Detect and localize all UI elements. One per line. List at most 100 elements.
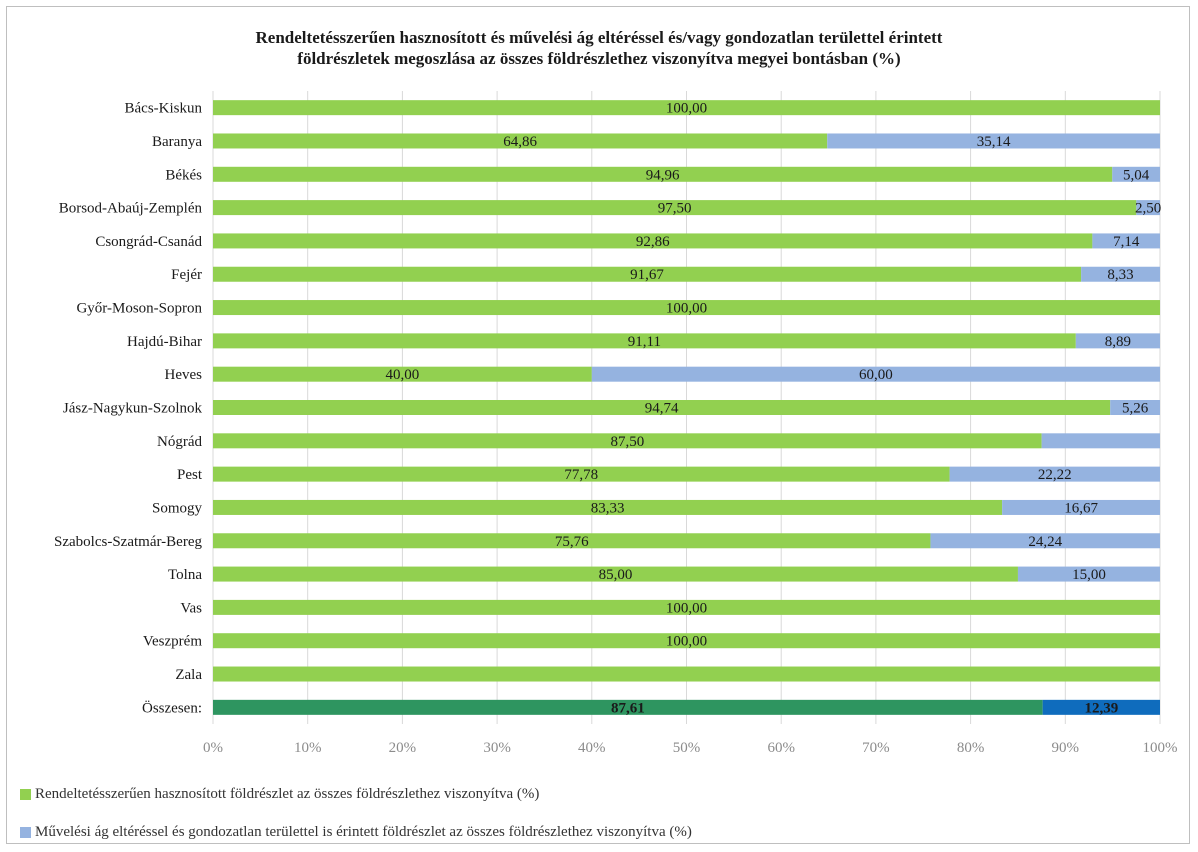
bar-series-1 (213, 466, 950, 482)
legend-label-series-2: Művelési ág eltéréssel és gondozatlan te… (35, 824, 692, 840)
bar-series-2 (1136, 200, 1160, 216)
chart-title-line-1: Rendeltetésszerűen hasznosított és művel… (255, 28, 943, 47)
category-label: Veszprém (143, 634, 202, 650)
bar-series-1 (213, 633, 1160, 649)
data-label-series-1: 92,86 (636, 234, 670, 250)
data-label-series-1: 100,00 (666, 634, 707, 650)
category-label: Hajdú-Bihar (127, 334, 202, 350)
data-label-series-1: 87,50 (610, 434, 644, 450)
data-label-series-1: 77,78 (564, 467, 598, 483)
x-tick-label: 80% (957, 740, 985, 756)
category-label: Csongrád-Csanád (95, 234, 202, 250)
data-label-series-1: 100,00 (666, 600, 707, 616)
bar-series-1 (213, 499, 1003, 515)
bar-series-2 (1041, 433, 1160, 449)
data-label-series-2: 24,24 (1028, 534, 1062, 550)
bar-series-2 (930, 533, 1160, 549)
category-label: Szabolcs-Szatmár-Bereg (54, 534, 202, 550)
category-label: Összesen: (142, 699, 202, 716)
legend-swatch-series-1 (20, 789, 31, 800)
legend-label-series-1: Rendeltetésszerűen hasznosított földrész… (35, 786, 540, 802)
chart-title-line-2: földrészletek megoszlása az összes földr… (297, 49, 901, 68)
bar-series-1 (213, 566, 1018, 582)
category-label: Jász-Nagykun-Szolnok (63, 401, 203, 417)
x-tick-label: 100% (1143, 740, 1178, 756)
category-label: Pest (177, 467, 203, 483)
legend-item-series-2: Művelési ág eltéréssel és gondozatlan te… (20, 824, 692, 841)
bar-series-1 (213, 666, 1160, 682)
bar-series-1 (213, 266, 1082, 282)
bar-series-2 (591, 366, 1160, 382)
data-label-series-1: 75,76 (555, 534, 589, 550)
x-tick-label: 60% (767, 740, 795, 756)
legend-item-series-1: Rendeltetésszerűen hasznosított földrész… (20, 786, 539, 803)
x-tick-label: 50% (673, 740, 701, 756)
bar-series-1 (213, 100, 1160, 116)
data-label-series-1: 97,50 (658, 201, 692, 217)
bar-series-1 (213, 166, 1113, 182)
bar-series-2 (1092, 233, 1160, 249)
category-label: Vas (180, 600, 202, 616)
x-tick-label: 10% (294, 740, 322, 756)
data-label-series-2: 8,33 (1107, 267, 1133, 283)
category-label: Borsod-Abaúj-Zemplén (59, 201, 203, 217)
data-label-series-1: 91,67 (630, 267, 664, 283)
legend-swatch-series-2 (20, 827, 31, 838)
bar-series-2 (1002, 499, 1160, 515)
bar-series-1 (213, 133, 828, 149)
data-label-series-1: 87,61 (611, 700, 645, 716)
x-tick-label: 30% (483, 740, 511, 756)
data-label-series-2: 8,89 (1105, 334, 1131, 350)
category-label: Tolna (168, 567, 202, 583)
bar-series-1 (213, 533, 931, 549)
bar-series-1 (213, 433, 1042, 449)
data-label-series-2: 2,50 (1135, 201, 1161, 217)
category-label: Békés (165, 167, 202, 183)
data-label-series-2: 5,26 (1122, 401, 1149, 417)
category-label: Nógrád (157, 434, 202, 450)
bar-series-2 (1081, 266, 1160, 282)
data-label-series-1: 100,00 (666, 301, 707, 317)
data-label-series-1: 100,00 (666, 101, 707, 117)
bar-series-2 (1112, 166, 1160, 182)
category-label: Fejér (171, 267, 202, 283)
bar-series-1 (213, 599, 1160, 615)
data-label-series-1: 94,96 (646, 167, 680, 183)
bar-series-2 (1110, 400, 1160, 415)
bar-series-2 (1075, 333, 1160, 349)
data-label-series-2: 15,00 (1072, 567, 1106, 583)
bar-series-2 (949, 466, 1160, 482)
bar-series-1 (213, 400, 1111, 415)
data-label-series-2: 16,67 (1064, 500, 1098, 516)
data-label-series-1: 64,86 (503, 134, 537, 150)
category-label: Baranya (152, 134, 202, 150)
bar-series-1 (213, 333, 1076, 349)
chart-title: Rendeltetésszerűen hasznosított és művel… (0, 27, 1198, 69)
bar-series-2 (1017, 566, 1160, 582)
data-label-series-1: 94,74 (645, 401, 679, 417)
category-label: Zala (175, 667, 202, 683)
bar-series-1 (213, 699, 1043, 715)
category-label: Győr-Moson-Sopron (76, 301, 202, 317)
bar-series-1 (213, 300, 1160, 316)
x-tick-label: 20% (389, 740, 417, 756)
data-label-series-1: 85,00 (599, 567, 633, 583)
data-label-series-2: 60,00 (859, 367, 893, 383)
bar-series-2 (1042, 699, 1160, 715)
x-tick-label: 40% (578, 740, 606, 756)
x-tick-label: 90% (1052, 740, 1080, 756)
category-label: Somogy (152, 500, 203, 516)
bar-series-2 (827, 133, 1160, 149)
data-label-series-1: 83,33 (591, 500, 625, 516)
x-tick-label: 70% (862, 740, 890, 756)
data-label-series-2: 35,14 (977, 134, 1011, 150)
category-label: Bács-Kiskun (125, 101, 203, 117)
data-label-series-2: 12,39 (1084, 700, 1118, 716)
bar-series-1 (213, 366, 592, 382)
data-label-series-2: 22,22 (1038, 467, 1072, 483)
bar-series-1 (213, 233, 1093, 249)
x-tick-label: 0% (203, 740, 223, 756)
data-label-series-1: 40,00 (386, 367, 420, 383)
data-label-series-2: 5,04 (1123, 167, 1150, 183)
